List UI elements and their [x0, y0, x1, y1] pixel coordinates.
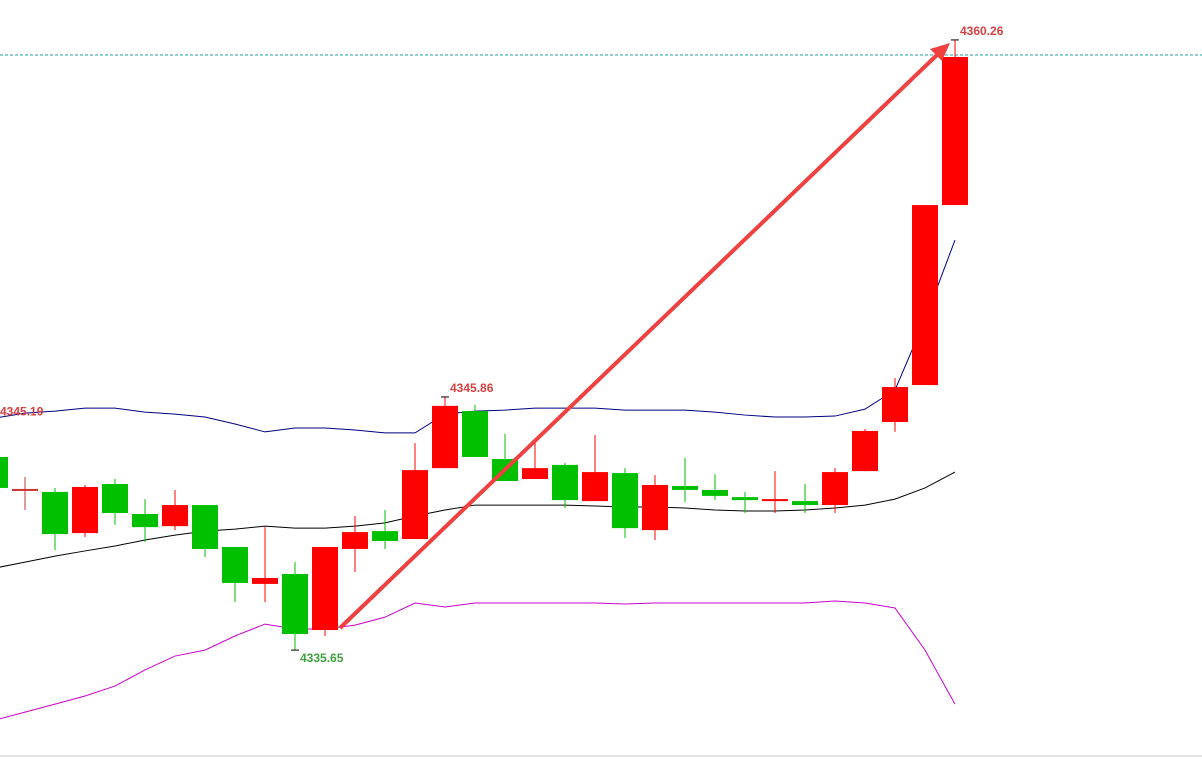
price-label: 4345.19 [0, 405, 44, 419]
candle-body [312, 546, 338, 631]
candle-body [762, 499, 788, 502]
trend-arrow [338, 52, 940, 630]
candle-body [552, 464, 578, 501]
candle-body [822, 472, 848, 506]
candle-body [522, 468, 548, 480]
candle-body [72, 486, 98, 534]
price-label: 4335.65 [300, 651, 344, 665]
candle-body [192, 505, 218, 549]
candle-body [642, 484, 668, 531]
band-line [0, 471, 956, 568]
candle-body [162, 505, 188, 527]
candle-body [402, 470, 428, 540]
trend-arrow-head [930, 43, 950, 61]
candle-body [252, 577, 278, 584]
candle-body [282, 573, 308, 635]
candle-body [792, 501, 818, 506]
candle-body [882, 387, 908, 423]
candle-body [912, 205, 938, 386]
candle-body [0, 456, 8, 488]
candle-body [432, 405, 458, 469]
candle-body [612, 473, 638, 529]
price-label: 4360.26 [960, 24, 1004, 38]
candle-body [852, 430, 878, 472]
candle-body [102, 483, 128, 514]
candle-body [942, 57, 968, 206]
candle-body [342, 532, 368, 549]
price-label: 4345.86 [450, 381, 494, 395]
candle-body [462, 411, 488, 457]
candle-body [12, 488, 38, 491]
candle-body [702, 489, 728, 496]
band-line [0, 600, 956, 720]
candle-body [222, 546, 248, 583]
candle-body [732, 497, 758, 501]
candle-body [582, 472, 608, 502]
candle-body [132, 513, 158, 528]
candle-body [672, 485, 698, 490]
candle-body [42, 491, 68, 535]
candle-body [372, 531, 398, 542]
